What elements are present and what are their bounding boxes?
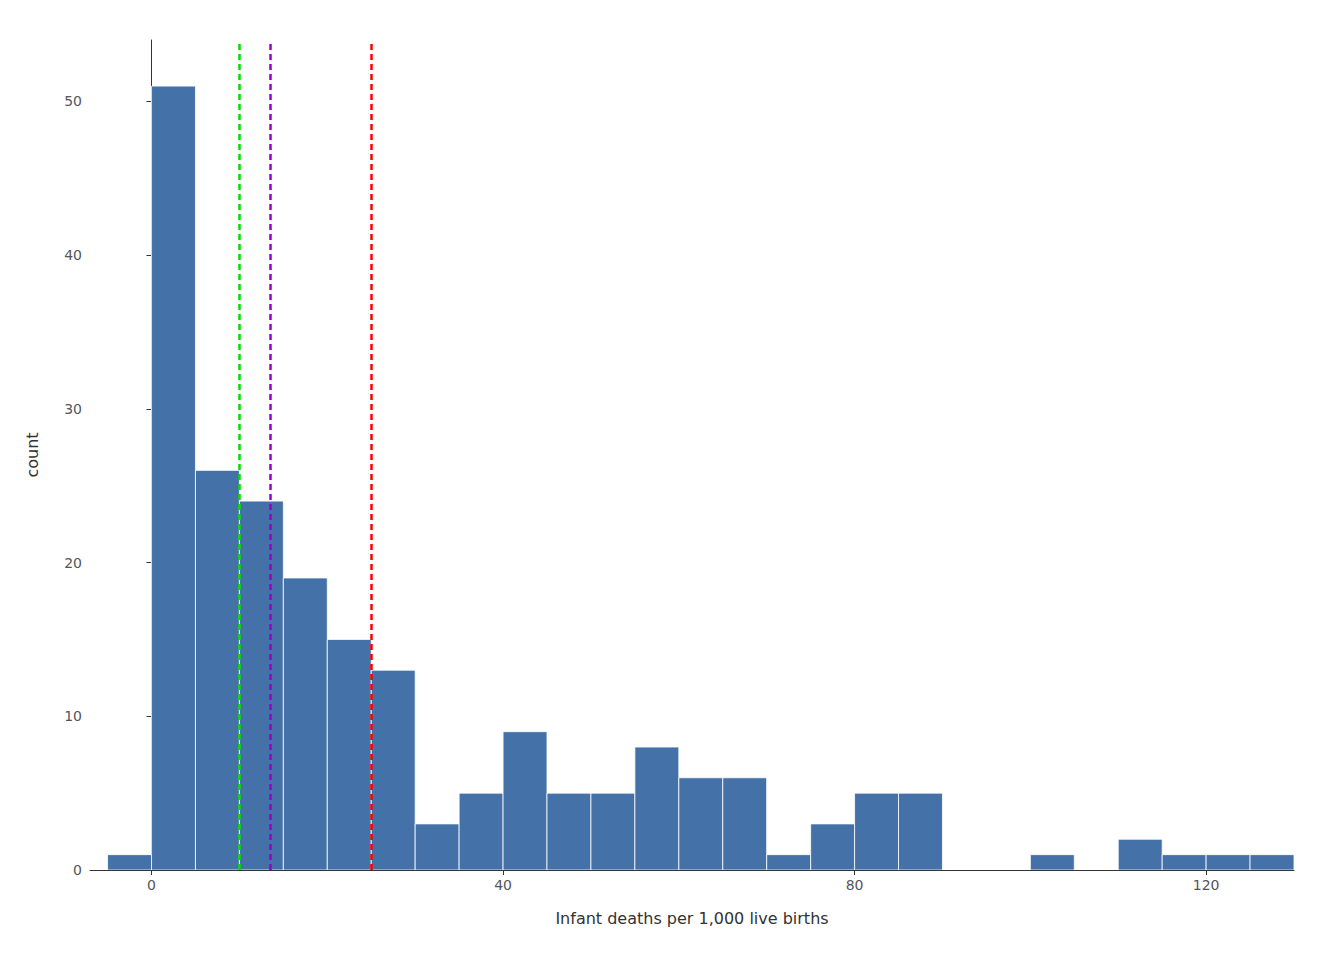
svg-text:40: 40 [64,247,82,263]
svg-text:50: 50 [64,93,82,109]
svg-text:10: 10 [64,708,82,724]
svg-text:20: 20 [64,555,82,571]
svg-text:0: 0 [73,862,82,878]
svg-text:40: 40 [494,877,512,893]
svg-text:80: 80 [846,877,864,893]
svg-text:count: count [23,432,42,477]
svg-text:120: 120 [1193,877,1220,893]
svg-text:0: 0 [147,877,156,893]
svg-text:Infant deaths per 1,000 live b: Infant deaths per 1,000 live births [555,909,828,928]
svg-text:30: 30 [64,401,82,417]
